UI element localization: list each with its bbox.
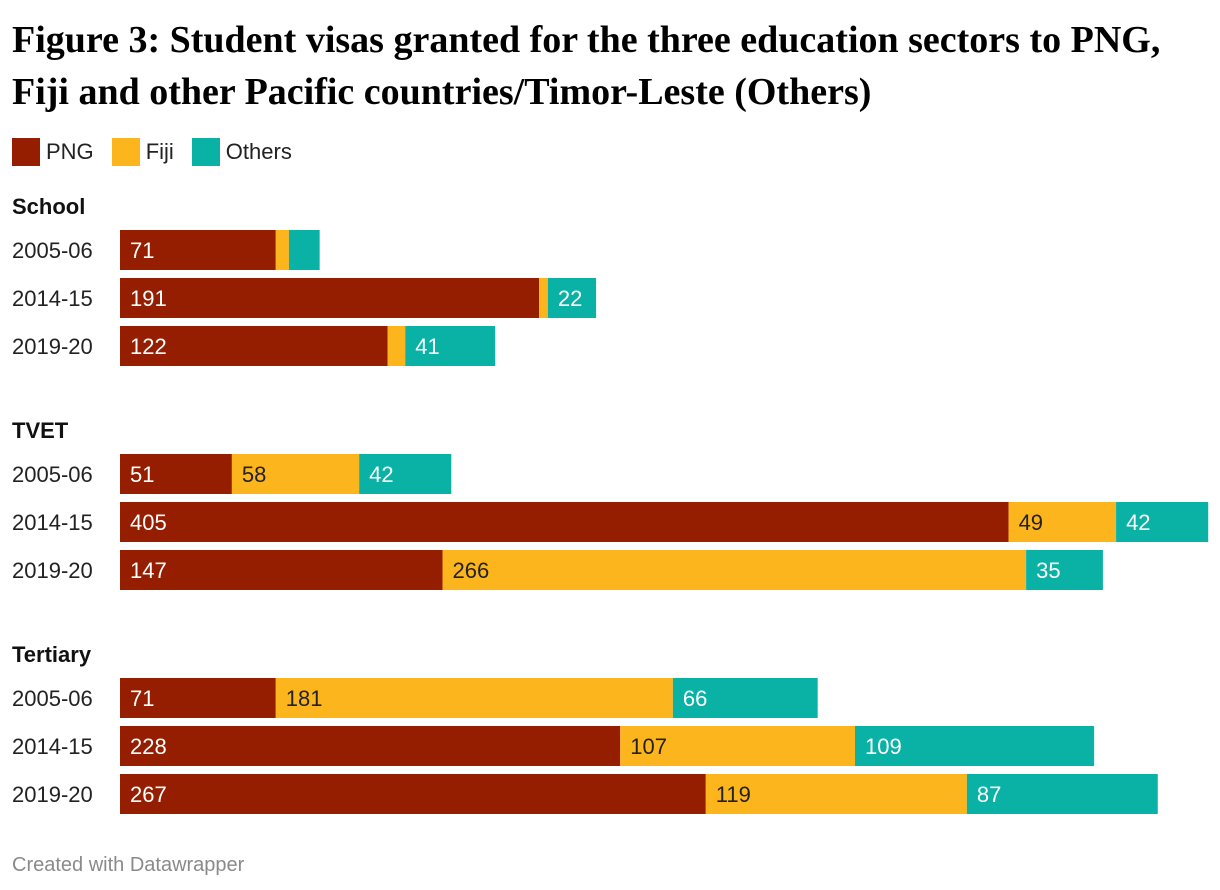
group-title-tertiary: Tertiary: [12, 642, 92, 667]
row-label-tvet-2014-15: 2014-15: [12, 510, 93, 535]
bar-segment-tertiary-2019-20-png: [120, 774, 706, 814]
bar-segment-school-2014-15-png: [120, 278, 540, 318]
data-label-tvet-2005-06-png: 51: [130, 462, 154, 487]
data-label-tertiary-2014-15-others: 109: [865, 734, 902, 759]
bar-segment-tvet-2014-15-others: [1116, 502, 1209, 542]
legend-item-png: PNG: [12, 138, 94, 166]
data-label-tertiary-2014-15-fiji: 107: [630, 734, 667, 759]
bar-segment-tertiary-2014-15-fiji: [620, 726, 855, 766]
row-label-tertiary-2014-15: 2014-15: [12, 734, 93, 759]
data-label-tvet-2014-15-png: 405: [130, 510, 167, 535]
data-label-tertiary-2019-20-fiji: 119: [716, 782, 751, 807]
bar-segment-school-2019-20-fiji: [387, 326, 406, 366]
bar-segment-tvet-2005-06-others: [359, 454, 452, 494]
legend-item-others: Others: [191, 138, 292, 166]
bar-segment-tvet-2019-20-others: [1026, 550, 1103, 590]
bar-segment-tvet-2005-06-png: [120, 454, 232, 494]
chart-legend: PNG Fiji Others: [12, 138, 310, 166]
bar-segment-tertiary-2019-20-fiji: [705, 774, 967, 814]
credit-footer: Created with Datawrapper: [12, 854, 245, 876]
legend-label-png: PNG: [46, 139, 94, 164]
data-label-tertiary-2019-20-others: 87: [977, 782, 1001, 807]
data-label-school-2014-15-others: 22: [558, 286, 582, 311]
data-label-tvet-2014-15-others: 42: [1126, 510, 1150, 535]
legend-swatch-fiji: [111, 138, 140, 166]
row-label-school-2014-15: 2014-15: [12, 286, 93, 311]
group-title-school: School: [12, 194, 85, 219]
data-label-tvet-2019-20-others: 35: [1036, 558, 1060, 583]
bar-segment-school-2019-20-png: [120, 326, 388, 366]
bar-segment-tertiary-2019-20-others: [966, 774, 1158, 814]
legend-swatch-others: [191, 138, 220, 166]
data-label-tvet-2005-06-fiji: 58: [242, 462, 266, 487]
legend-item-fiji: Fiji: [111, 138, 174, 166]
bar-segment-tertiary-2014-15-others: [854, 726, 1095, 766]
data-label-tertiary-2019-20-png: 267: [130, 782, 167, 807]
data-label-school-2019-20-others: 41: [415, 334, 439, 359]
row-label-tvet-2005-06: 2005-06: [12, 462, 93, 487]
bar-segment-school-2014-15-others: [547, 278, 597, 318]
row-label-school-2005-06: 2005-06: [12, 238, 93, 263]
bar-segment-school-2019-20-others: [405, 326, 496, 366]
bar-segment-tvet-2014-15-png: [120, 502, 1009, 542]
legend-swatch-png: [12, 138, 40, 166]
data-label-school-2019-20-png: 122: [130, 334, 167, 359]
bar-segment-tvet-2019-20-png: [120, 550, 443, 590]
data-label-tvet-2019-20-fiji: 266: [453, 558, 490, 583]
data-label-school-2014-15-png: 191: [130, 286, 167, 311]
bar-segment-school-2014-15-fiji: [539, 278, 548, 318]
row-label-school-2019-20: 2019-20: [12, 334, 93, 359]
bar-segment-school-2005-06-png: [120, 230, 276, 270]
data-label-tvet-2005-06-others: 42: [369, 462, 393, 487]
row-label-tertiary-2019-20: 2019-20: [12, 782, 93, 807]
legend-label-fiji: Fiji: [145, 139, 174, 164]
bar-segment-school-2005-06-fiji: [275, 230, 289, 270]
bar-segment-tvet-2019-20-fiji: [442, 550, 1027, 590]
bar-segment-tvet-2005-06-fiji: [231, 454, 360, 494]
bar-segment-tertiary-2005-06-png: [120, 678, 276, 718]
data-label-tvet-2014-15-fiji: 49: [1019, 510, 1043, 535]
data-label-tertiary-2005-06-others: 66: [683, 686, 707, 711]
legend-label-others: Others: [225, 139, 292, 164]
bar-segment-tertiary-2014-15-png: [120, 726, 621, 766]
bar-segment-school-2005-06-others: [288, 230, 320, 270]
data-label-tvet-2019-20-png: 147: [130, 558, 167, 583]
group-title-tvet: TVET: [12, 418, 69, 443]
data-label-tertiary-2005-06-fiji: 181: [286, 686, 323, 711]
chart-title: Figure 3: Student visas granted for the …: [12, 19, 1161, 113]
row-label-tvet-2019-20: 2019-20: [12, 558, 93, 583]
data-label-tertiary-2005-06-png: 71: [130, 686, 154, 711]
bar-segment-tvet-2014-15-fiji: [1008, 502, 1117, 542]
bar-segment-tertiary-2005-06-others: [672, 678, 818, 718]
row-label-tertiary-2005-06: 2005-06: [12, 686, 93, 711]
data-label-tertiary-2014-15-png: 228: [130, 734, 167, 759]
data-label-school-2005-06-png: 71: [130, 238, 154, 263]
bar-segment-tertiary-2005-06-fiji: [275, 678, 673, 718]
